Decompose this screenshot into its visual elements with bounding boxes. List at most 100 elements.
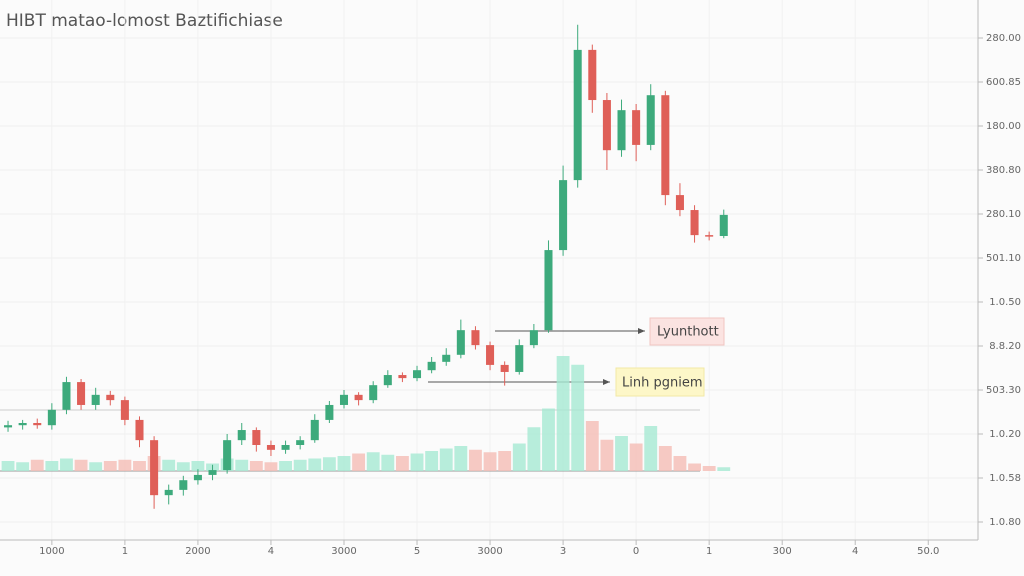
y-tick-label: 501.10 — [986, 253, 1021, 264]
candle-body — [164, 489, 173, 496]
volume-bar — [30, 459, 44, 471]
x-tick-label: 3 — [560, 546, 566, 557]
volume-bar — [615, 436, 628, 471]
candle-body — [281, 445, 290, 450]
volume-bar — [688, 463, 701, 471]
candle-body — [4, 425, 13, 428]
candle-body — [413, 370, 422, 379]
annotation-arrowhead — [638, 328, 645, 334]
volume-bar — [133, 461, 146, 471]
volume-bar — [366, 452, 380, 471]
candle-body — [310, 419, 319, 441]
volume-bar — [16, 462, 30, 471]
x-tick-label: 300 — [773, 546, 792, 557]
candle-body — [369, 385, 378, 401]
candle-body — [325, 404, 334, 420]
volume-bar — [556, 356, 570, 471]
volume-bar — [191, 461, 205, 471]
volume-bar — [717, 467, 731, 471]
x-tick-label: 1000 — [39, 546, 64, 557]
volume-bar — [395, 456, 409, 471]
volume-bar — [673, 456, 687, 471]
volume-bar — [381, 454, 395, 471]
x-tick-label: 4 — [852, 546, 858, 557]
candle-body — [442, 354, 451, 362]
candle-body — [529, 330, 538, 346]
x-tick-label: 1 — [706, 546, 712, 557]
x-tick-label: 1 — [122, 546, 128, 557]
x-tick-label: 3000 — [477, 546, 502, 557]
y-tick-label: 180.00 — [986, 121, 1021, 132]
candle-body — [456, 330, 465, 355]
candle-body — [486, 345, 495, 365]
y-tick-label: 600.85 — [986, 77, 1021, 88]
candle-body — [646, 95, 655, 145]
volume-bar — [337, 456, 351, 471]
candle-body — [719, 214, 728, 236]
candle-body — [383, 375, 392, 386]
candle-body — [62, 382, 71, 410]
chart-title: HIBT matao-lomost Baztifichiase — [6, 11, 283, 31]
y-tick-label: 280.00 — [986, 33, 1021, 44]
volume-bar — [483, 452, 497, 471]
x-tick-label: 50.0 — [917, 546, 939, 557]
candle-body — [18, 423, 27, 426]
candle-body — [266, 445, 275, 450]
volume-bar — [512, 443, 526, 471]
candle-body — [515, 345, 524, 372]
y-tick-label: 1.0.58 — [989, 473, 1021, 484]
candle-body — [661, 95, 670, 196]
y-tick-label: 1.0.50 — [989, 297, 1021, 308]
annotation: Lyunthott — [495, 317, 725, 346]
volume-bar — [176, 462, 190, 471]
volume-bar — [352, 453, 366, 471]
volume-bar — [89, 462, 103, 471]
y-tick-label: 1.0.80 — [989, 517, 1021, 528]
candle-body — [632, 110, 641, 145]
candle-body — [91, 394, 100, 405]
y-tick-label: 280.10 — [986, 209, 1021, 220]
candle-body — [208, 470, 217, 475]
annotation-box — [615, 367, 705, 397]
volume-bar — [527, 427, 541, 471]
candle-body — [354, 394, 363, 401]
candle-body — [252, 430, 261, 445]
volume-bar — [322, 457, 336, 471]
y-tick-label: 1.0.20 — [989, 429, 1021, 440]
volume-bar — [1, 461, 15, 471]
candle-body — [33, 423, 42, 426]
candle-body — [675, 195, 684, 211]
volume-bar — [498, 451, 512, 471]
candle-body — [427, 361, 436, 371]
volume-bar — [454, 446, 468, 471]
volume-bar — [410, 453, 424, 471]
candle-body — [559, 180, 568, 251]
candle-body — [237, 430, 246, 441]
volume-bar — [264, 462, 278, 471]
candle-body — [602, 100, 611, 151]
annotation-text: Lyunthott — [657, 325, 719, 340]
candle-body — [573, 49, 582, 181]
volume-bar — [45, 461, 59, 471]
y-tick-label: 503.30 — [986, 385, 1021, 396]
y-tick-label: 8.8.20 — [989, 341, 1021, 352]
volume-bar — [600, 439, 614, 471]
candle-body — [705, 235, 714, 237]
candle-body — [106, 394, 115, 401]
x-tick-label: 2000 — [185, 546, 210, 557]
candle-body — [471, 330, 480, 346]
candle-body — [150, 440, 159, 496]
candle-body — [135, 419, 144, 441]
candle-body — [544, 250, 553, 331]
volume-bar — [702, 466, 716, 471]
candle-body — [77, 382, 86, 405]
volume-bar — [629, 443, 643, 471]
candle-body — [617, 110, 626, 151]
volume-bar — [644, 426, 658, 471]
volume-bar — [162, 459, 176, 471]
volume-bar — [658, 446, 672, 471]
volume-bar — [249, 461, 263, 471]
candle-body — [588, 49, 597, 101]
candle-body — [339, 394, 349, 405]
x-tick-label: 3000 — [331, 546, 356, 557]
